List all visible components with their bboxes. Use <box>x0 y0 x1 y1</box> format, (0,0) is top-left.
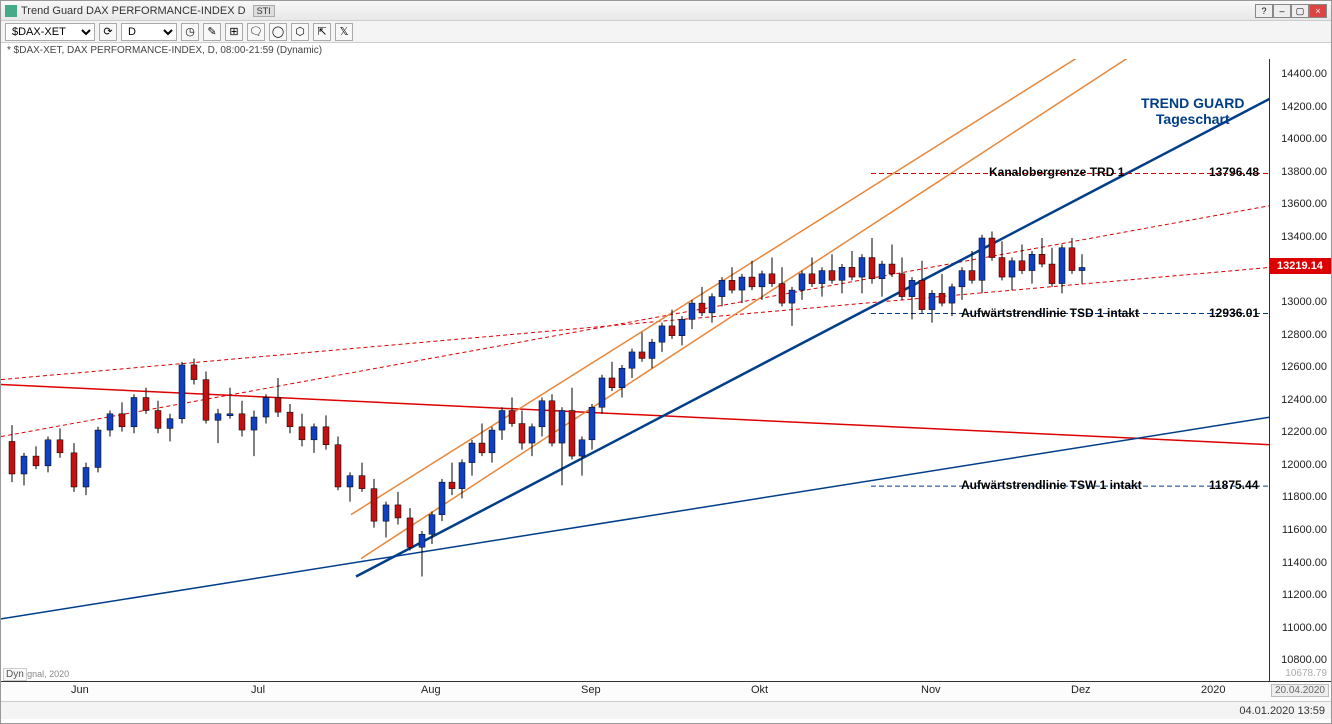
interval-select[interactable]: D <box>121 23 177 41</box>
titlebar: Trend Guard DAX PERFORMANCE-INDEX D STI … <box>1 1 1331 21</box>
symbol-select[interactable]: $DAX-XET <box>5 23 95 41</box>
chart-area: 10800.0011000.0011200.0011400.0011600.00… <box>1 59 1331 681</box>
grid-icon[interactable]: ⊞ <box>225 23 243 41</box>
hex-icon[interactable]: ⬡ <box>291 23 309 41</box>
dyn-label: Dyn <box>3 668 27 681</box>
status-right: 04.01.2020 13:59 <box>1239 705 1325 717</box>
refresh-icon[interactable]: ⟳ <box>99 23 117 41</box>
chart-title: TREND GUARD Tageschart <box>1141 95 1244 127</box>
twitter-icon[interactable]: 𝕏 <box>335 23 353 41</box>
info-line: * $DAX-XET, DAX PERFORMANCE-INDEX, D, 08… <box>1 43 1331 59</box>
minimize-button[interactable]: – <box>1273 4 1291 18</box>
chart-svg <box>1 59 1271 681</box>
y-axis: 10800.0011000.0011200.0011400.0011600.00… <box>1269 59 1331 681</box>
clock-icon[interactable]: ◷ <box>181 23 199 41</box>
maximize-button[interactable]: ▢ <box>1291 4 1309 18</box>
x-axis: JunJulAugSepOktNovDez202020.04.2020 <box>1 681 1331 701</box>
statusbar: 04.01.2020 13:59 <box>1 701 1331 719</box>
pencil-icon[interactable]: ✎ <box>203 23 221 41</box>
chat-icon[interactable]: 🗨 <box>247 23 265 41</box>
close-button[interactable]: × <box>1309 4 1327 18</box>
help-button[interactable]: ? <box>1255 4 1273 18</box>
window-title: Trend Guard DAX PERFORMANCE-INDEX D STI <box>21 5 1255 17</box>
app-icon <box>5 5 17 17</box>
toolbar: $DAX-XET ⟳ D ◷ ✎ ⊞ 🗨 ◯ ⬡ ⇱ 𝕏 <box>1 21 1331 43</box>
share-icon[interactable]: ⇱ <box>313 23 331 41</box>
circle-icon[interactable]: ◯ <box>269 23 287 41</box>
